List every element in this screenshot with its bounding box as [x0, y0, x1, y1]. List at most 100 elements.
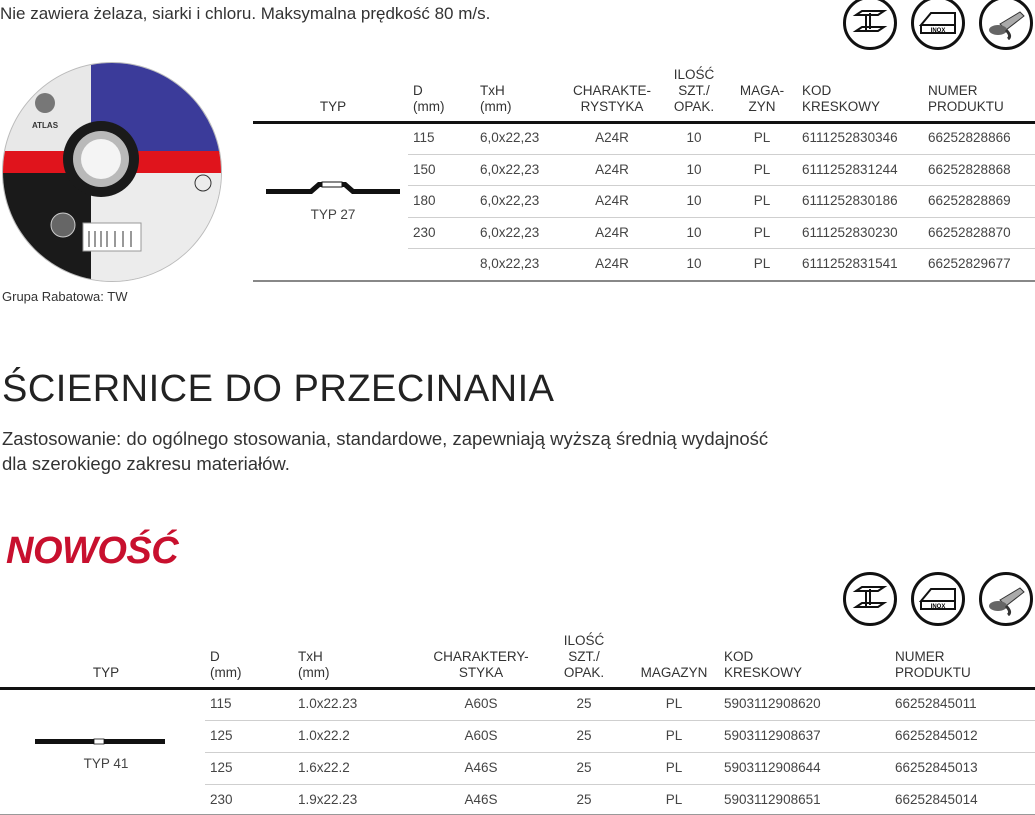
cell-d: 115: [413, 130, 435, 145]
cell-kod: 6111252830230: [802, 224, 898, 240]
cell-mag: PL: [753, 130, 771, 145]
typ41-profile-icon: [35, 733, 165, 751]
header-qty: ILOŚĆ SZT./OPAK.: [563, 633, 605, 680]
cell-char: A46S: [464, 760, 498, 775]
cell-num: 66252828870: [928, 224, 1011, 240]
row-divider: [408, 248, 1035, 250]
header-txh: TxH (mm): [298, 649, 330, 680]
cell-num: 66252845012: [895, 728, 978, 743]
cell-num: 66252845014: [895, 792, 978, 807]
cell-qty: 10: [686, 256, 702, 271]
cell-mag: PL: [665, 760, 683, 775]
cell-char: A24R: [595, 193, 629, 208]
material-icons-bottom: INOX: [843, 572, 1033, 626]
cutting-disc-image: ATLAS: [2, 62, 222, 282]
cell-kod: 5903112908620: [724, 696, 821, 711]
cell-qty: 10: [686, 161, 702, 177]
cell-mag: PL: [665, 792, 683, 807]
header-mag: MAGA- ZYN: [739, 83, 785, 114]
row-divider: [205, 720, 1035, 721]
intro-text: Nie zawiera żelaza, siarki i chloru. Mak…: [0, 4, 491, 23]
cell-txh: 1.0x22.2: [298, 728, 350, 743]
cell-num: 66252828868: [928, 161, 1011, 177]
row-divider: [408, 185, 1035, 187]
header-num: NUMER PRODUKTU: [928, 83, 1004, 114]
cell-d: 150: [413, 161, 436, 177]
cell-mag: PL: [753, 256, 771, 271]
cell-char: A24R: [595, 256, 629, 271]
typ27-profile-icon: [266, 180, 400, 201]
steel-beam-icon: [843, 572, 897, 626]
section-title: ŚCIERNICE DO PRZECINANIA: [2, 368, 555, 410]
cell-d: 230: [210, 792, 233, 807]
cell-mag: PL: [753, 193, 771, 208]
inox-label: INOX: [931, 28, 946, 34]
cell-txh: 6,0x22,23: [480, 193, 540, 208]
cell-txh: 6,0x22,23: [480, 130, 540, 145]
cell-mag: PL: [665, 696, 683, 711]
cell-num: 66252829677: [928, 256, 1011, 271]
cell-txh: 6,0x22,23: [480, 161, 540, 177]
header-mag: MAGAZYN: [640, 665, 708, 680]
header-d: D (mm): [413, 83, 445, 114]
row-divider: [408, 216, 1035, 218]
cell-txh: 6,0x22,23: [480, 224, 540, 240]
row-divider: [205, 752, 1035, 753]
cell-kod: 6111252830186: [802, 193, 898, 208]
cell-num: 66252828869: [928, 193, 1011, 208]
header-num: NUMER PRODUKTU: [895, 649, 971, 680]
cell-d: 180: [413, 193, 436, 208]
cell-num: 66252845013: [895, 760, 978, 775]
angle-grinder-icon: [979, 0, 1033, 50]
cell-kod: 6111252831244: [802, 161, 898, 177]
cell-char: A60S: [464, 728, 498, 743]
row-divider: [205, 784, 1035, 785]
cell-d: 230: [413, 224, 436, 240]
cell-kod: 5903112908651: [724, 792, 821, 807]
cell-d: 125: [210, 728, 233, 743]
cell-qty: 25: [576, 696, 592, 711]
cell-mag: PL: [753, 224, 771, 240]
cell-char: A46S: [464, 792, 498, 807]
cell-mag: PL: [753, 161, 771, 177]
header-kod: KOD KRESKOWY: [802, 83, 881, 114]
header-typ: TYP: [319, 99, 347, 114]
header-typ: TYP: [92, 665, 120, 680]
cell-d: 115: [210, 696, 232, 711]
header-char: CHARAKTERY- STYKA: [433, 649, 529, 680]
header-char: CHARAKTE- RYSTYKA: [572, 83, 652, 114]
cell-char: A24R: [595, 161, 629, 177]
cell-kod: 6111252831541: [802, 256, 898, 271]
cell-txh: 8,0x22,23: [480, 256, 540, 271]
new-badge: NOWOŚĆ: [6, 530, 179, 572]
header-txh: TxH (mm): [480, 83, 512, 114]
header-d: D (mm): [210, 649, 242, 680]
header-divider: [253, 121, 1035, 124]
table-bottom-line: [253, 280, 1035, 282]
type-label: TYP 41: [83, 756, 129, 771]
material-icons-top: INOX: [843, 0, 1033, 50]
header-divider: [0, 687, 1035, 690]
discount-group: Grupa Rabatowa: TW: [2, 289, 128, 304]
cell-kod: 5903112908644: [724, 760, 821, 775]
inox-label: INOX: [931, 604, 946, 610]
cell-num: 66252845011: [895, 696, 977, 711]
cell-num: 66252828866: [928, 130, 1011, 145]
cell-qty: 10: [686, 193, 702, 208]
cell-qty: 10: [686, 130, 702, 145]
cell-txh: 1.0x22.23: [298, 696, 358, 711]
disc-brand: ATLAS: [32, 121, 59, 130]
cell-txh: 1.9x22.23: [298, 792, 358, 807]
cell-char: A24R: [595, 224, 629, 240]
cell-kod: 5903112908637: [724, 728, 821, 743]
cell-qty: 25: [576, 728, 592, 743]
cell-qty: 25: [576, 760, 592, 775]
steel-beam-icon: [843, 0, 897, 50]
angle-grinder-icon: [979, 572, 1033, 626]
cell-qty: 10: [686, 224, 702, 240]
cell-d: 125: [210, 760, 233, 775]
type-label: TYP 27: [310, 207, 356, 222]
cell-char: A24R: [595, 130, 629, 145]
header-qty: ILOŚĆ SZT./OPAK.: [673, 67, 715, 114]
cell-kod: 6111252830346: [802, 130, 898, 145]
